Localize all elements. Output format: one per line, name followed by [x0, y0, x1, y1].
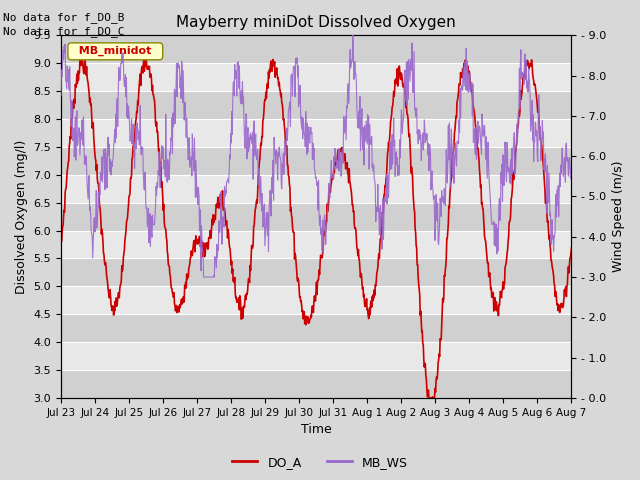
- Bar: [61, 258, 572, 287]
- Bar: [61, 287, 572, 314]
- Title: Mayberry miniDot Dissolved Oxygen: Mayberry miniDot Dissolved Oxygen: [177, 15, 456, 30]
- Text: No data for f_DO_C: No data for f_DO_C: [3, 26, 125, 37]
- Text: MB_minidot: MB_minidot: [71, 46, 159, 57]
- Y-axis label: Dissolved Oxygen (mg/l): Dissolved Oxygen (mg/l): [15, 140, 28, 294]
- Bar: [61, 370, 572, 398]
- Y-axis label: Wind Speed (m/s): Wind Speed (m/s): [612, 161, 625, 272]
- Bar: [61, 342, 572, 370]
- Text: No data for f_DO_B: No data for f_DO_B: [3, 12, 125, 23]
- Bar: [61, 63, 572, 91]
- Bar: [61, 36, 572, 63]
- Bar: [61, 314, 572, 342]
- Bar: [61, 119, 572, 147]
- Bar: [61, 147, 572, 175]
- X-axis label: Time: Time: [301, 423, 332, 436]
- Bar: [61, 203, 572, 230]
- Legend: DO_A, MB_WS: DO_A, MB_WS: [227, 451, 413, 474]
- Bar: [61, 175, 572, 203]
- Bar: [61, 230, 572, 258]
- Bar: [61, 91, 572, 119]
